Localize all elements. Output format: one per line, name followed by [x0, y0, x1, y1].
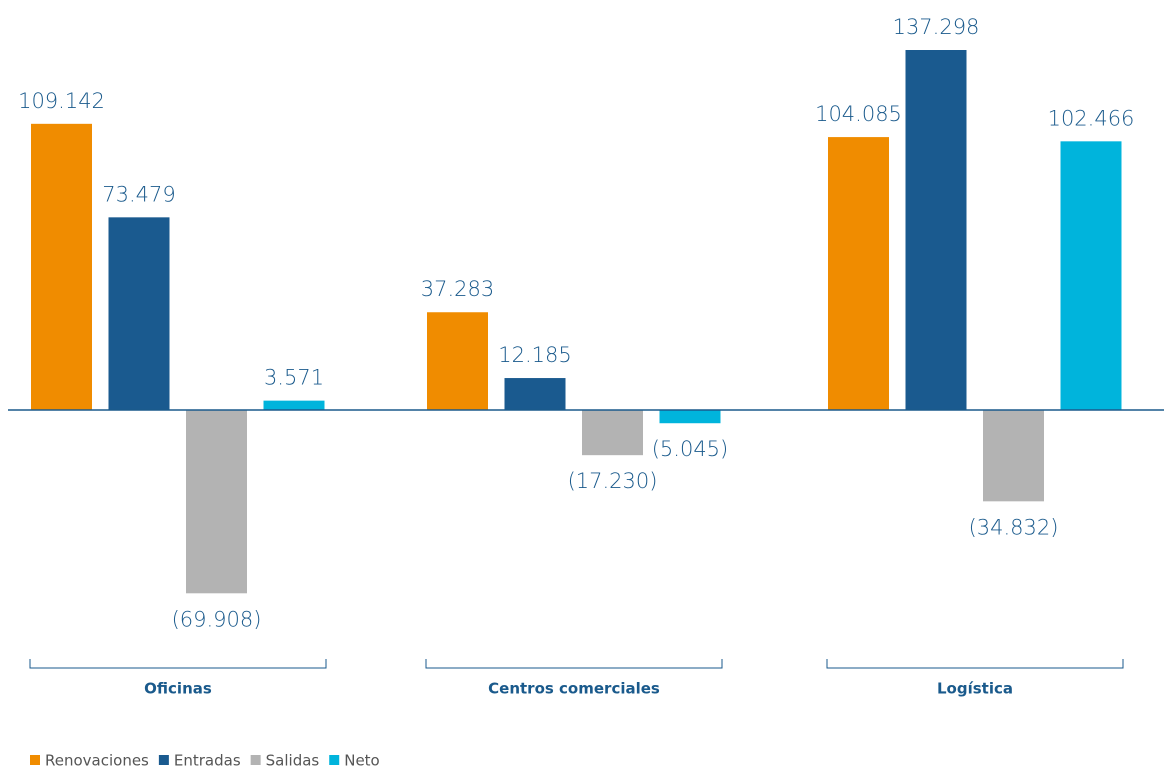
- legend-swatch: [329, 755, 340, 765]
- value-label: (69.908): [172, 607, 262, 631]
- legend-label: Entradas: [174, 752, 241, 769]
- group-bracket: [425, 659, 723, 669]
- bar: [263, 400, 325, 410]
- bar: [504, 378, 566, 410]
- value-label: 3.571: [264, 366, 324, 390]
- value-label: 37.283: [421, 277, 494, 301]
- category-label: Centros comerciales: [488, 680, 660, 698]
- category-label: Logística: [937, 680, 1013, 698]
- category-label: Oficinas: [144, 680, 212, 698]
- legend-swatch: [30, 755, 40, 765]
- bar: [427, 312, 488, 410]
- bar: [905, 50, 967, 410]
- value-label: (34.832): [969, 515, 1059, 539]
- group-bracket: [29, 659, 327, 669]
- bar: [186, 410, 247, 594]
- bar: [659, 410, 721, 424]
- bar: [31, 123, 92, 410]
- bar: [1060, 141, 1122, 410]
- value-label: (17.230): [568, 469, 658, 493]
- legend-swatch: [158, 755, 169, 765]
- legend-label: Neto: [344, 752, 380, 769]
- bar: [983, 410, 1044, 502]
- value-label: (5.045): [652, 437, 729, 461]
- group-bracket: [826, 659, 1124, 669]
- legend-label: Renovaciones: [45, 752, 149, 769]
- value-label: 104.085: [815, 102, 902, 126]
- bar: [582, 410, 643, 456]
- value-label: 12.185: [498, 343, 571, 367]
- value-label: 109.142: [18, 89, 105, 113]
- bar: [828, 137, 889, 410]
- bar: [108, 217, 170, 410]
- value-label: 102.466: [1048, 106, 1135, 130]
- value-label: 73.479: [102, 182, 175, 206]
- legend-label: Salidas: [266, 752, 320, 769]
- legend-swatch: [250, 755, 261, 765]
- value-label: 137.298: [893, 15, 980, 39]
